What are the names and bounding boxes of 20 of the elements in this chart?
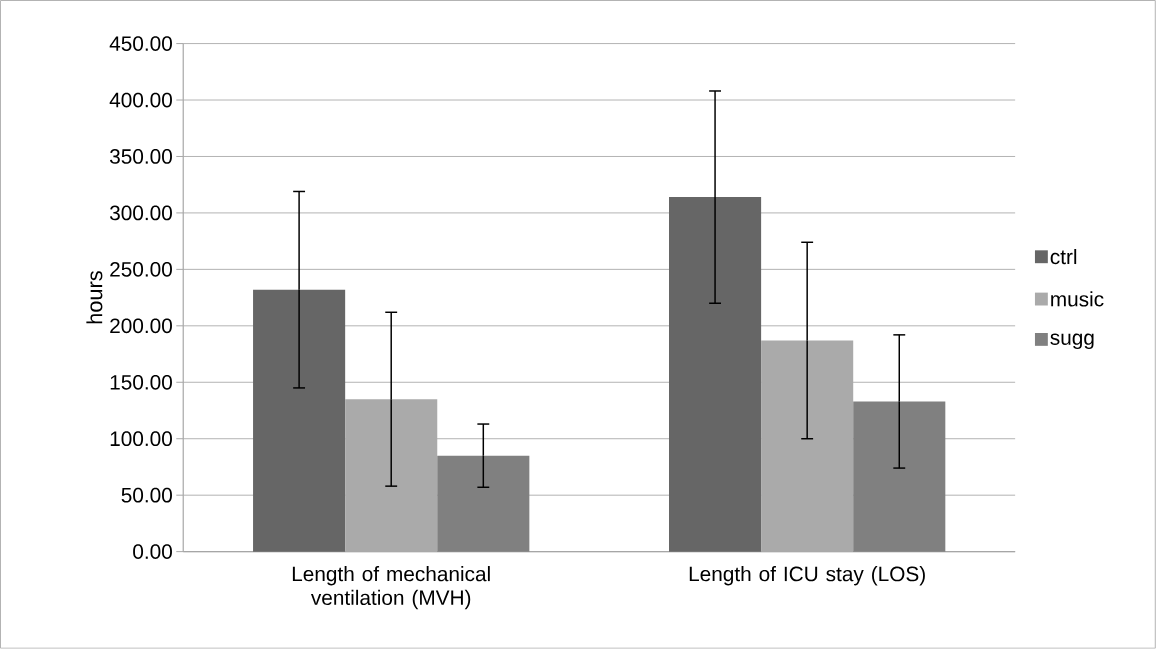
y-tick-label: 300.00 xyxy=(109,205,172,221)
y-tick-label: 50.00 xyxy=(121,487,172,503)
x-tick-label: Length of ICU stay (LOS) xyxy=(689,566,925,586)
y-axis-title: hours xyxy=(86,271,103,324)
x-tick-label: Length of mechanical ventilation (MVH) xyxy=(292,566,490,610)
y-tick-label: 100.00 xyxy=(110,431,172,447)
bar xyxy=(253,289,346,552)
legend-label: music xyxy=(1051,291,1104,307)
bar xyxy=(669,197,762,552)
y-tick-label: 0.00 xyxy=(133,544,172,560)
y-tick-label: 350.00 xyxy=(109,149,172,164)
bar xyxy=(437,455,530,552)
y-tick-label: 450.00 xyxy=(109,36,172,52)
y-tick-label: 150.00 xyxy=(110,375,172,390)
legend-label: sugg xyxy=(1050,333,1094,350)
legend-label: ctrl xyxy=(1050,249,1077,265)
y-tick-label: 250.00 xyxy=(110,262,172,277)
y-tick-label: 200.00 xyxy=(110,318,172,334)
bar xyxy=(853,401,946,552)
y-tick-label: 400.00 xyxy=(109,92,172,108)
